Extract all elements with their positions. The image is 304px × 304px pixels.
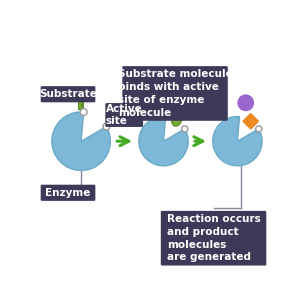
Circle shape [80, 109, 87, 116]
Circle shape [103, 123, 110, 130]
Polygon shape [78, 99, 82, 109]
Circle shape [256, 126, 262, 132]
FancyBboxPatch shape [161, 211, 266, 266]
FancyBboxPatch shape [122, 66, 228, 121]
Wedge shape [52, 112, 110, 171]
FancyBboxPatch shape [105, 103, 143, 127]
Text: Enzyme: Enzyme [45, 188, 91, 198]
Text: Substrate: Substrate [39, 89, 97, 99]
Text: Substrate molecule
binds with active
site of enzyme
molecule: Substrate molecule binds with active sit… [118, 69, 233, 118]
Wedge shape [139, 116, 188, 166]
Ellipse shape [171, 112, 182, 126]
Text: Active
site: Active site [106, 104, 143, 126]
FancyBboxPatch shape [41, 86, 95, 102]
Circle shape [76, 95, 84, 102]
Circle shape [238, 95, 254, 110]
Circle shape [182, 126, 188, 132]
Wedge shape [213, 116, 262, 166]
Polygon shape [243, 113, 258, 129]
Circle shape [163, 114, 169, 120]
Circle shape [174, 109, 181, 117]
FancyBboxPatch shape [41, 185, 95, 201]
Text: Reaction occurs
and product
molecules
are generated: Reaction occurs and product molecules ar… [167, 214, 261, 262]
